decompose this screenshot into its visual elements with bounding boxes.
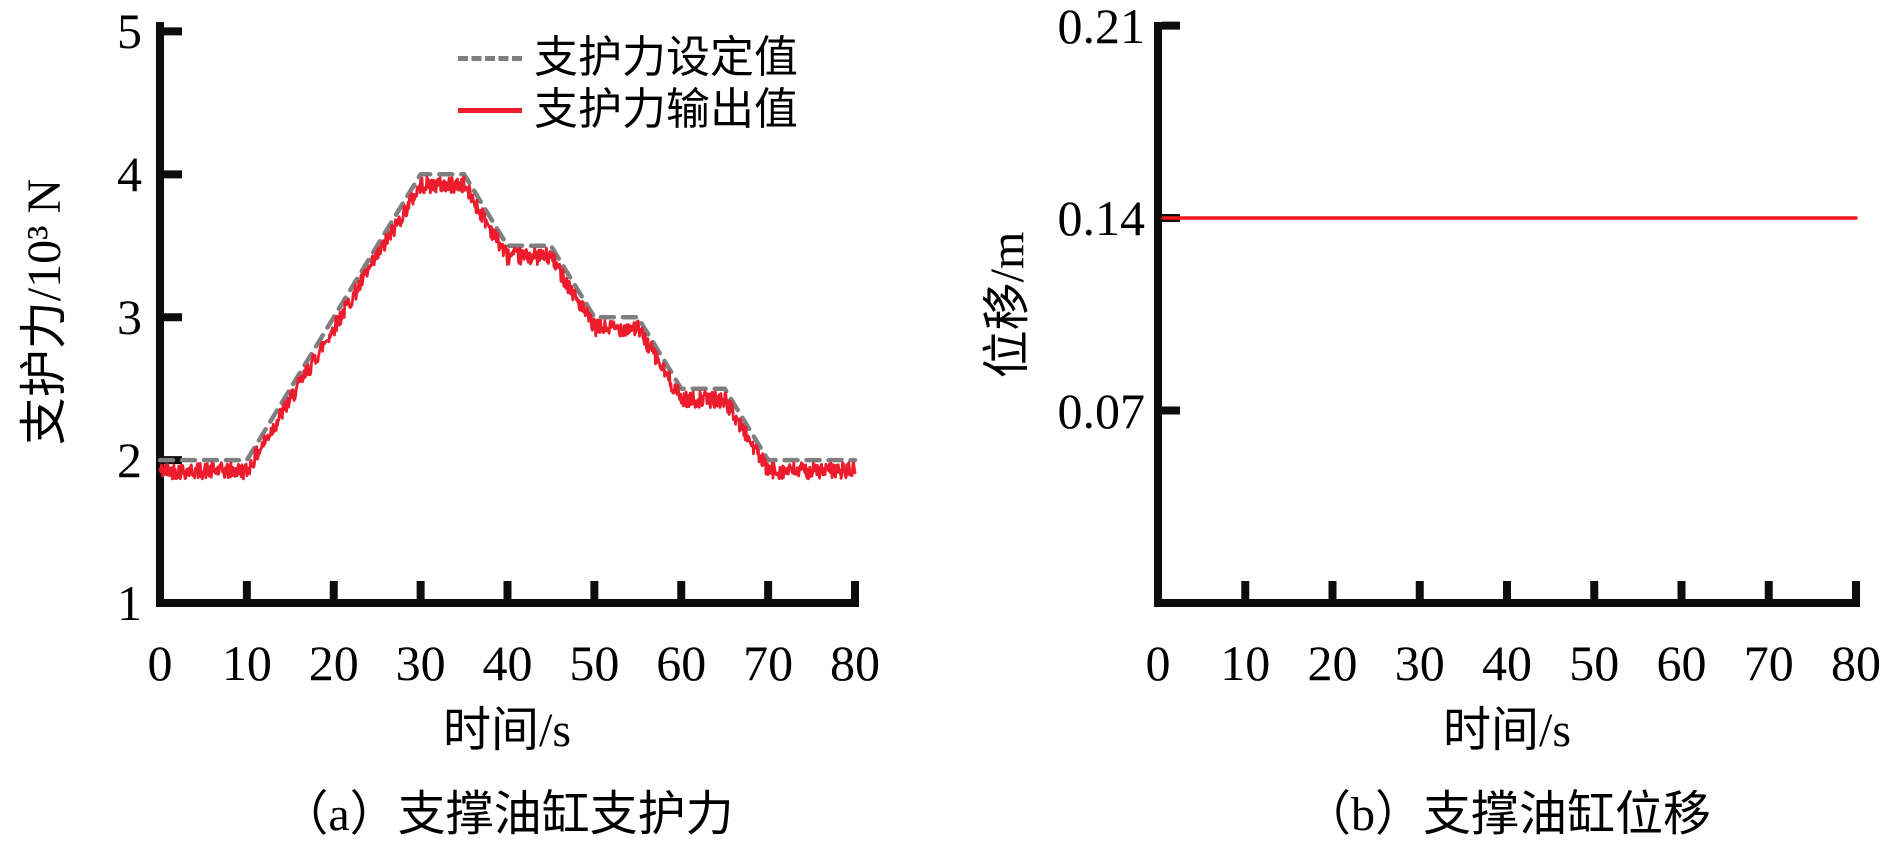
legend-label-setpoint: 支护力设定值 xyxy=(534,33,798,82)
series-output xyxy=(158,175,857,481)
x-tick-label: 20 xyxy=(308,635,359,691)
x-tick-label: 50 xyxy=(1569,635,1620,691)
y-tick-label: 5 xyxy=(117,3,142,60)
caption-b: （b）支撑油缸位移 xyxy=(1302,788,1711,841)
x-tick-label: 60 xyxy=(1656,635,1707,691)
x-tick-label: 20 xyxy=(1307,635,1358,691)
right-x-axis-label: 时间/s xyxy=(1442,704,1572,757)
y-tick-label: 0.21 xyxy=(1057,0,1146,54)
y-tick-label: 0.14 xyxy=(1057,190,1146,247)
y-tick-label: 2 xyxy=(117,432,142,489)
x-tick-label: 0 xyxy=(147,635,173,691)
legend-label-output: 支护力输出值 xyxy=(534,85,798,134)
x-tick-label: 40 xyxy=(482,635,533,691)
x-tick-label: 50 xyxy=(569,635,620,691)
x-tick-label: 70 xyxy=(743,635,794,691)
legend-solid-line-swatch xyxy=(458,108,522,113)
y-tick-label: 0.07 xyxy=(1057,382,1146,439)
x-tick-label: 10 xyxy=(1220,635,1271,691)
x-tick-label: 80 xyxy=(1831,635,1881,691)
x-tick-label: 40 xyxy=(1482,635,1532,691)
x-tick-label: 0 xyxy=(1145,635,1171,691)
left-x-axis-label: 时间/s xyxy=(442,704,572,757)
right-y-axis-label: 位移/m xyxy=(981,231,1034,379)
x-tick-label: 80 xyxy=(830,635,880,691)
y-tick-label: 1 xyxy=(117,575,142,631)
x-tick-label: 70 xyxy=(1743,635,1794,691)
x-tick-label: 60 xyxy=(656,635,707,691)
y-tick-label: 3 xyxy=(117,289,142,346)
series-setpoint xyxy=(157,172,858,463)
y-tick-label: 4 xyxy=(117,146,142,203)
caption-a: （a）支撑油缸支护力 xyxy=(280,788,734,841)
x-tick-label: 30 xyxy=(1394,635,1445,691)
x-tick-label: 10 xyxy=(221,635,272,691)
legend-dashed-line-swatch xyxy=(458,56,522,61)
x-tick-label: 30 xyxy=(395,635,446,691)
